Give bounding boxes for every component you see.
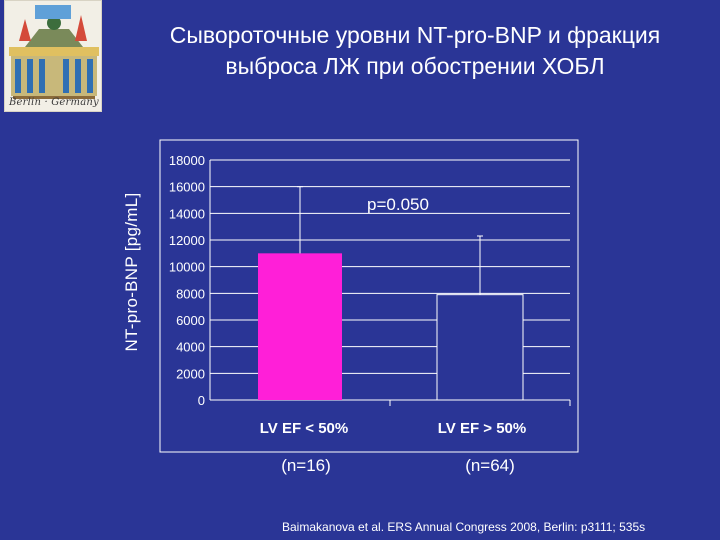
title-line-2: выброса ЛЖ при обострении ХОБЛ: [225, 53, 605, 79]
y-tick-label: 6000: [176, 313, 205, 328]
y-tick-label: 4000: [176, 340, 205, 355]
bar-1: [258, 253, 342, 400]
y-tick-label: 14000: [169, 206, 205, 221]
berlin-logo: Berlin · Germany: [4, 0, 102, 112]
y-tick-label: 0: [198, 393, 205, 408]
y-tick-label: 2000: [176, 366, 205, 381]
x-category-label-1: LV EF < 50%: [260, 420, 349, 437]
count-label-1: (n=16): [281, 456, 331, 475]
p-value-annotation: p=0.050: [367, 195, 429, 214]
y-tick-label: 12000: [169, 233, 205, 248]
count-label-2: (n=64): [465, 456, 515, 475]
y-tick-label: 18000: [169, 153, 205, 168]
brandenburg-gate-icon: [5, 1, 101, 111]
y-tick-label: 8000: [176, 286, 205, 301]
y-tick-label: 16000: [169, 180, 205, 195]
bar-2: [436, 294, 524, 401]
slide-title: Сывороточные уровни NT-pro-BNP и фракция…: [110, 20, 720, 82]
citation-footer: Baimakanova et al. ERS Annual Congress 2…: [282, 520, 646, 534]
x-category-label-2: LV EF > 50%: [438, 420, 527, 437]
title-line-1: Сывороточные уровни NT-pro-BNP и фракция: [169, 22, 661, 48]
y-tick-label: 10000: [169, 260, 205, 275]
logo-caption: Berlin · Germany: [9, 97, 99, 108]
